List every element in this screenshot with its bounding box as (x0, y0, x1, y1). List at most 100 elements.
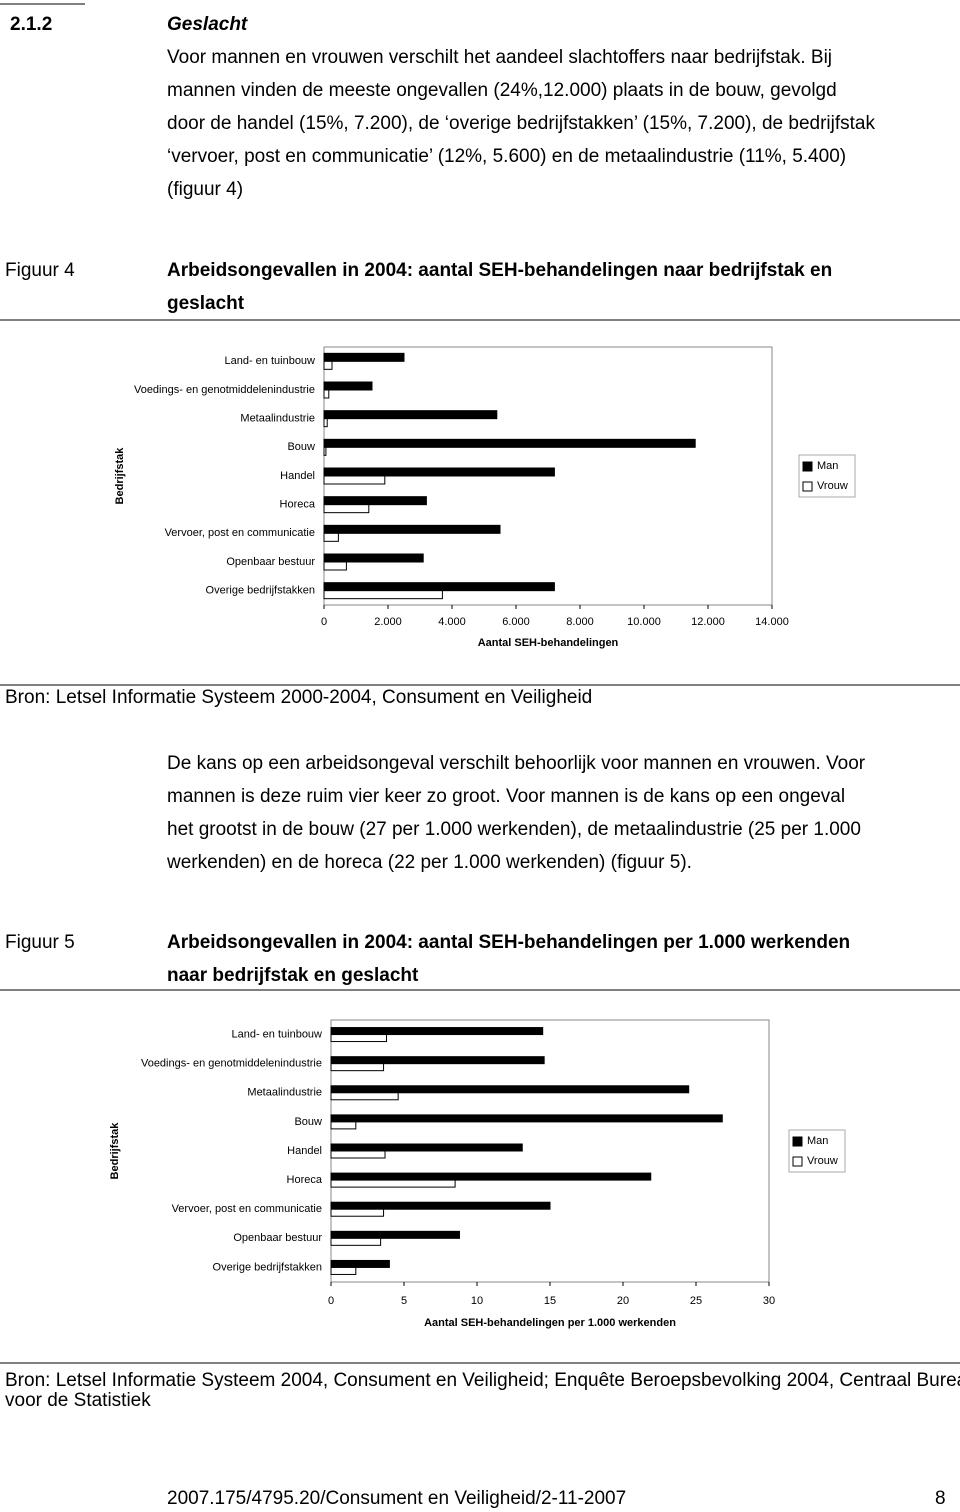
section-title: Geslacht (167, 14, 248, 35)
text-line: Arbeidsongevallen in 2004: aantal SEH-be… (167, 260, 832, 281)
y-tick-label: Openbaar bestuur (226, 556, 315, 568)
y-tick-label: Horeca (287, 1174, 323, 1186)
y-tick-label: Voedings- en genotmiddelenindustrie (134, 384, 315, 396)
y-tick-label: Vervoer, post en communicatie (172, 1203, 322, 1215)
bar (323, 467, 555, 477)
y-tick-label: Handel (287, 1145, 322, 1157)
bar (330, 1172, 652, 1181)
bar (330, 1121, 357, 1130)
figure-source: Bron: Letsel Informatie Systeem 2000-200… (5, 687, 592, 708)
y-tick-label: Openbaar bestuur (233, 1232, 322, 1244)
y-tick-label: Land- en tuinbouw (231, 1028, 322, 1040)
bar (323, 561, 347, 571)
bar (323, 475, 386, 485)
y-tick-label: Overige bedrijfstakken (213, 1261, 322, 1273)
x-tick-label: 25 (690, 1295, 702, 1307)
text-line: Bron: Letsel Informatie Systeem 2004, Co… (5, 1370, 960, 1391)
bar (323, 553, 424, 563)
bar (323, 582, 555, 592)
bar (323, 418, 328, 428)
bar (330, 1027, 544, 1036)
text-line: Bron: Letsel Informatie Systeem 2000-200… (5, 687, 592, 708)
legend-box (798, 454, 856, 498)
figure-title: Arbeidsongevallen in 2004: aantal SEH-be… (167, 260, 832, 314)
legend-swatch (792, 1156, 803, 1167)
page-number: 8 (935, 1488, 946, 1509)
text-line: geslacht (167, 293, 245, 314)
x-tick-label: 10 (471, 1295, 483, 1307)
text-line: (figuur 4) (167, 179, 243, 200)
legend-swatch (792, 1136, 803, 1147)
text-line: Arbeidsongevallen in 2004: aantal SEH-be… (167, 932, 850, 953)
bar (323, 352, 405, 362)
bar (323, 496, 427, 506)
legend-label: Vrouw (807, 1155, 838, 1167)
bar (323, 524, 501, 534)
y-tick-label: Vervoer, post en communicatie (165, 527, 315, 539)
figure-title: Arbeidsongevallen in 2004: aantal SEH-be… (167, 932, 850, 986)
paragraph: Voor mannen en vrouwen verschilt het aan… (167, 47, 876, 200)
bar (330, 1208, 385, 1217)
x-tick-label: 10.000 (627, 616, 661, 628)
bar (323, 590, 443, 600)
paragraph: De kans op een arbeidsongeval verschilt … (166, 753, 866, 873)
x-tick-label: 6.000 (502, 616, 530, 628)
x-axis-title: Aantal SEH-behandelingen per 1.000 werke… (424, 1317, 676, 1329)
figure-source: Bron: Letsel Informatie Systeem 2004, Co… (5, 1370, 960, 1411)
y-tick-label: Handel (280, 470, 315, 482)
text-line: mannen vinden de meeste ongevallen (24%,… (167, 80, 837, 101)
y-axis-title: Bedrijfstak (114, 447, 126, 505)
text-line: Voor mannen en vrouwen verschilt het aan… (167, 47, 832, 68)
y-tick-label: Land- en tuinbouw (224, 355, 315, 367)
y-tick-label: Bouw (294, 1116, 322, 1128)
y-tick-label: Voedings- en genotmiddelenindustrie (141, 1058, 322, 1070)
y-tick-label: Overige bedrijfstakken (206, 585, 315, 597)
footer-reference: 2007.175/4795.20/Consument en Veiligheid… (167, 1488, 626, 1509)
legend-swatch (802, 481, 813, 492)
text-line: mannen is deze ruim vier keer zo groot. … (167, 786, 845, 807)
bar (323, 532, 339, 542)
x-tick-label: 5 (401, 1295, 407, 1307)
text-line: naar bedrijfstak en geslacht (167, 965, 419, 986)
legend-swatch (802, 461, 813, 472)
bar (330, 1143, 523, 1152)
bar (330, 1230, 460, 1239)
x-tick-label: 12.000 (691, 616, 725, 628)
text-line: door de handel (15%, 7.200), de ‘overige… (167, 113, 876, 134)
bar (323, 504, 370, 514)
bar (330, 1092, 399, 1101)
bar (330, 1201, 551, 1210)
legend-label: Man (817, 460, 838, 472)
x-tick-label: 0 (328, 1295, 334, 1307)
x-tick-label: 30 (763, 1295, 775, 1307)
x-tick-label: 14.000 (755, 616, 789, 628)
legend-box (788, 1129, 846, 1173)
y-tick-label: Metaalindustrie (240, 413, 315, 425)
bar (330, 1034, 387, 1043)
bar (323, 446, 327, 456)
x-tick-label: 0 (321, 616, 327, 628)
text-line: De kans op een arbeidsongeval verschilt … (167, 753, 866, 774)
y-axis-title: Bedrijfstak (109, 1122, 121, 1180)
figure-label: Figuur 4 (5, 260, 75, 281)
bar (330, 1056, 545, 1065)
bar (330, 1063, 385, 1072)
y-tick-label: Horeca (280, 499, 316, 511)
section-number: 2.1.2 (10, 14, 52, 35)
legend-label: Man (807, 1135, 828, 1147)
bar (323, 389, 330, 399)
bar (323, 360, 333, 370)
bar (330, 1237, 382, 1246)
figure-label: Figuur 5 (5, 932, 75, 953)
bar (330, 1150, 386, 1159)
bar (330, 1259, 390, 1268)
x-tick-label: 15 (544, 1295, 556, 1307)
bar (330, 1266, 357, 1275)
text-line: het grootst in de bouw (27 per 1.000 wer… (167, 819, 861, 840)
bar (323, 438, 696, 448)
x-tick-label: 4.000 (438, 616, 466, 628)
x-tick-label: 2.000 (374, 616, 402, 628)
y-tick-label: Metaalindustrie (247, 1087, 322, 1099)
text-line: voor de Statistiek (5, 1390, 151, 1411)
